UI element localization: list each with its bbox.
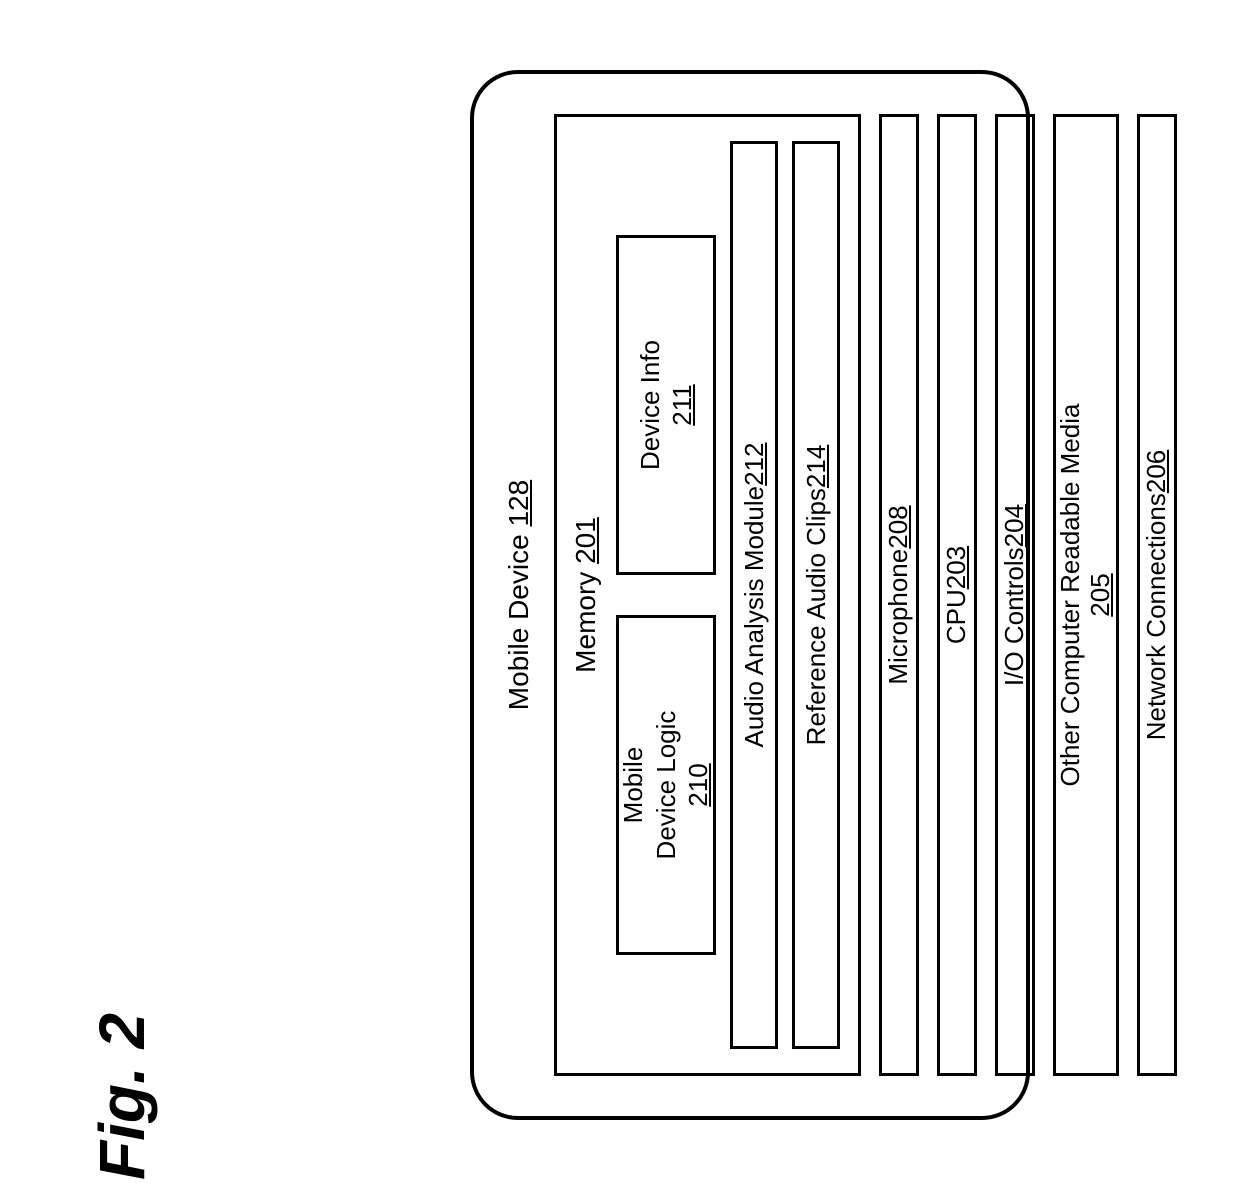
- devinfo-text: Device Info: [635, 340, 665, 470]
- device-info-box: Device Info 211: [616, 235, 716, 575]
- net-ref: 206: [1142, 450, 1172, 493]
- memory-block: Memory 201 MobileDevice Logic 210 Device…: [554, 114, 862, 1076]
- mdl-text: MobileDevice Logic: [618, 711, 681, 860]
- mdl-ref: 210: [683, 763, 713, 806]
- devinfo-ref: 211: [667, 384, 697, 425]
- title-ref: 128: [503, 480, 534, 527]
- canvas: Mobile Device 128 Memory 201 MobileDevic…: [0, 0, 1240, 1203]
- cpu-ref: 203: [942, 546, 972, 589]
- rac-ref: 214: [800, 445, 833, 488]
- memory-row-pair: MobileDevice Logic 210 Device Info 211: [616, 141, 716, 1049]
- figure-label: Fig. 2: [85, 1013, 159, 1180]
- cpu-text: CPU: [942, 589, 972, 644]
- audio-analysis-box: Audio Analysis Module 212: [730, 141, 778, 1049]
- network-connections-bar: Network Connections 206: [1137, 114, 1177, 1076]
- mic-text: Microphone: [884, 549, 914, 685]
- ocrm-ref: 205: [1085, 573, 1115, 616]
- mobile-device-logic-box: MobileDevice Logic 210: [616, 615, 716, 955]
- title-text: Mobile Device: [503, 527, 534, 711]
- io-ref: 204: [1000, 504, 1030, 547]
- memory-title: Memory 201: [569, 141, 603, 1049]
- aam-text: Audio Analysis Module: [738, 486, 771, 748]
- aam-ref: 212: [738, 443, 771, 486]
- ocrm-text: Other Computer Readable Media: [1055, 404, 1085, 787]
- memory-text: Memory: [570, 564, 601, 673]
- cpu-bar: CPU 203: [937, 114, 977, 1076]
- mobile-device-title: Mobile Device 128: [502, 114, 536, 1076]
- memory-ref: 201: [570, 517, 601, 564]
- io-text: I/O Controls: [1000, 547, 1030, 686]
- other-media-bar: Other Computer Readable Media 205: [1053, 114, 1119, 1076]
- diagram-container: Mobile Device 128 Memory 201 MobileDevic…: [470, 70, 1030, 1120]
- io-controls-bar: I/O Controls 204: [995, 114, 1035, 1076]
- mobile-device-block: Mobile Device 128 Memory 201 MobileDevic…: [470, 70, 1030, 1120]
- microphone-bar: Microphone 208: [879, 114, 919, 1076]
- reference-audio-box: Reference Audio Clips 214: [792, 141, 840, 1049]
- mic-ref: 208: [884, 505, 914, 548]
- rac-text: Reference Audio Clips: [800, 488, 833, 745]
- net-text: Network Connections: [1142, 493, 1172, 740]
